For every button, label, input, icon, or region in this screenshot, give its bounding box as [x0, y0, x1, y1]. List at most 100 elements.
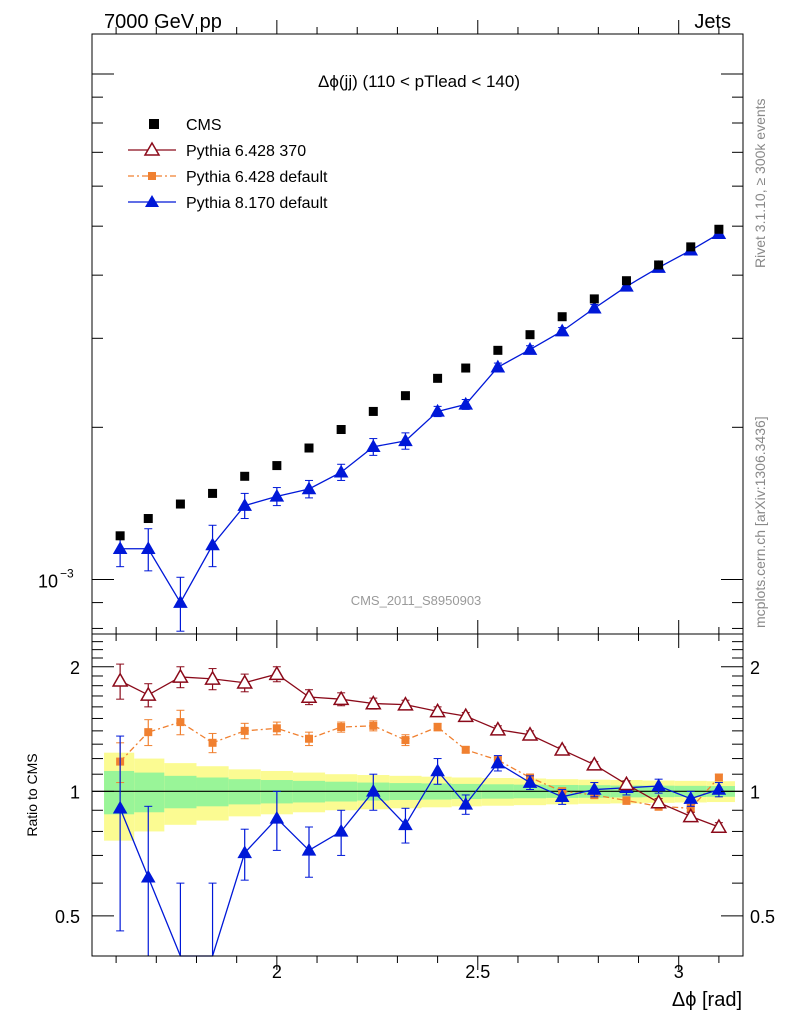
legend-item-cms: CMS	[149, 117, 222, 134]
ratio-py6-default-point	[714, 773, 723, 782]
x-axis-label: Δϕ [rad]	[672, 989, 742, 1011]
ratio-py6-default-point	[305, 734, 313, 743]
cms-data-point	[175, 499, 185, 509]
top-py8-point	[333, 464, 349, 478]
ratio-py6-370-point	[236, 674, 253, 689]
top-py8-point	[205, 537, 220, 551]
cms-data-point	[525, 330, 535, 340]
cms-data-point	[143, 514, 153, 524]
cms-data-point	[621, 276, 631, 286]
ratio-py8-point	[333, 823, 349, 837]
ratio-py6-default-point	[622, 796, 631, 805]
ratio-py8-point	[587, 782, 602, 795]
x-tick-label: 2.5	[465, 962, 490, 982]
chart-title: Δϕ(jj) (110 < pTlead < 140)	[318, 72, 520, 91]
ratio-py6-370-point	[365, 695, 382, 710]
ratio-py6-default-point	[176, 718, 185, 727]
ratio-y-tick-label-right: 2	[750, 658, 760, 678]
cms-data-point	[115, 531, 125, 541]
ratio-py8-point	[140, 869, 156, 883]
top-py8-point	[619, 278, 634, 292]
ratio-py6-370-point	[172, 668, 189, 683]
ratio-py8-point	[522, 775, 538, 788]
ratio-py8-point	[651, 778, 666, 792]
top-py8-point	[173, 595, 188, 608]
legend-py8-label: Pythia 8.170 default	[186, 195, 328, 212]
legend-cms-marker	[149, 119, 159, 129]
legend-py6-370-marker	[143, 141, 161, 156]
ratio-py8-point	[683, 791, 699, 804]
ratio-py6-370-line	[119, 673, 720, 828]
y-tick-label: 10	[38, 571, 58, 591]
ratio-py6-default-point	[401, 736, 410, 745]
top-py8-point	[490, 359, 506, 373]
rivet-label: Rivet 3.1.10, ≥ 300k events	[752, 98, 768, 268]
ratio-y-tick-label: 0.5	[55, 907, 80, 927]
legend-py8-marker	[145, 195, 159, 207]
ratio-py6-default-point	[208, 738, 217, 747]
cms-data-point	[208, 488, 218, 498]
ratio-py6-370-point	[553, 741, 571, 756]
ratio-py6-370-point	[682, 807, 700, 823]
cms-data-point	[493, 345, 503, 355]
top-py8-point	[398, 433, 413, 447]
cms-data-point	[272, 461, 282, 471]
analysis-watermark: CMS_2011_S8950903	[351, 593, 482, 608]
ratio-py6-370-point	[618, 775, 635, 791]
cms-data-point	[336, 425, 346, 435]
header-process: Jets	[694, 11, 731, 33]
cms-data-point	[654, 260, 664, 270]
ratio-py6-default-point	[433, 723, 442, 732]
ratio-y-tick-label: 2	[70, 658, 80, 678]
ratio-py6-default-point	[272, 724, 281, 733]
ratio-y-tick-label-right: 0.5	[750, 907, 775, 927]
axes: 2 2.5 3 10 −3 0.5 0.5 1 1 2 2	[38, 20, 775, 982]
legend-item-py8: Pythia 8.170 default	[128, 195, 328, 212]
ratio-py6-370-point	[268, 665, 286, 681]
top-py8-point	[237, 498, 252, 511]
ratio-py6-370-point	[397, 696, 414, 711]
legend: CMS Pythia 6.428 370 Pythia 6.428 defaul…	[128, 117, 328, 212]
ratio-py6-370-point	[586, 756, 603, 771]
ratio-py8-point	[237, 845, 252, 859]
top-py8-point	[140, 541, 156, 555]
cms-data-point	[240, 471, 250, 481]
ratio-py8-point	[458, 796, 474, 810]
ratio-py8-point	[398, 817, 413, 831]
ratio-y-tick-label: 1	[70, 782, 80, 802]
legend-py6-default-marker	[148, 172, 156, 180]
top-py8-point	[587, 300, 602, 314]
ratio-py6-default-point	[144, 728, 153, 737]
top-py8-point	[112, 541, 128, 555]
ratio-py6-default-line	[119, 721, 720, 809]
cms-data-point	[433, 373, 443, 383]
top-py8-point	[554, 323, 570, 337]
x-tick-label: 2	[272, 962, 282, 982]
chart-marks	[111, 224, 728, 957]
ratio-py6-370-point	[332, 690, 350, 706]
ratio-py6-370-point	[139, 686, 157, 701]
ratio-py8-point	[490, 755, 506, 769]
header-energy: 7000 GeV pp	[104, 11, 222, 33]
ratio-py6-370-point	[521, 726, 539, 741]
ratio-py6-370-point	[111, 672, 129, 687]
ratio-py6-default-point	[369, 721, 378, 730]
legend-py6-370-label: Pythia 6.428 370	[186, 143, 306, 160]
ratio-py6-default-point	[240, 726, 249, 735]
x-tick-label: 3	[674, 962, 684, 982]
ratio-panel-frame	[91, 633, 744, 957]
ratio-panel	[92, 752, 743, 841]
ratio-py8-point	[112, 800, 128, 814]
cms-data-point	[304, 443, 314, 453]
legend-py6-default-label: Pythia 6.428 default	[186, 169, 328, 186]
ratio-py6-370-point	[650, 793, 667, 809]
cms-data-point	[557, 312, 567, 322]
ratio-py6-370-point	[204, 670, 221, 685]
ratio-py6-370-point	[300, 688, 318, 704]
top-py8-point	[458, 396, 474, 410]
ratio-band-green	[164, 775, 197, 809]
mcplots-label: mcplots.cern.ch [arXiv:1306.3436]	[752, 416, 768, 628]
ratio-py6-370-point	[429, 702, 446, 718]
ratio-py8-point	[554, 789, 570, 803]
